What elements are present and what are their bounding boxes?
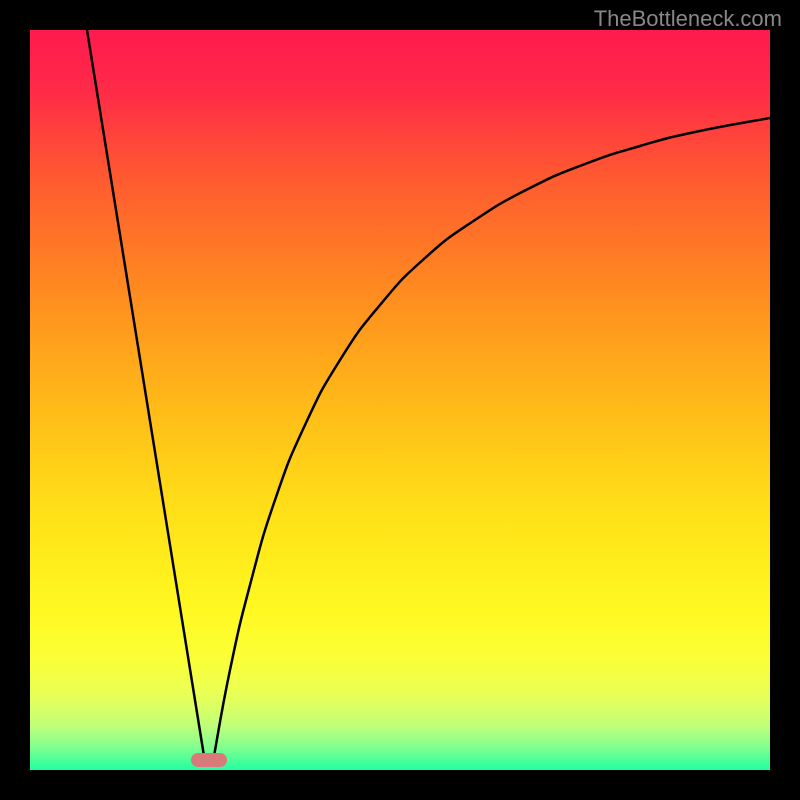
watermark-text: TheBottleneck.com xyxy=(594,6,782,32)
curve-left-line xyxy=(87,30,204,756)
curve-right-branch xyxy=(214,118,770,756)
plot-area xyxy=(30,30,770,770)
chart-container: TheBottleneck.com xyxy=(0,0,800,800)
minimum-marker xyxy=(191,753,227,767)
curve-overlay xyxy=(30,30,770,770)
